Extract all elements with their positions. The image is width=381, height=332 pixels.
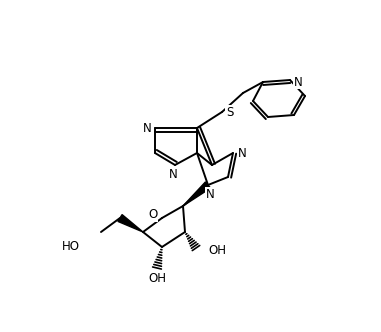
- Text: HO: HO: [62, 240, 80, 254]
- Text: N: N: [238, 146, 247, 159]
- Text: N: N: [169, 168, 178, 181]
- Text: N: N: [206, 188, 215, 201]
- Text: N: N: [142, 122, 151, 134]
- Polygon shape: [183, 182, 211, 206]
- Polygon shape: [118, 214, 143, 232]
- Text: OH: OH: [208, 243, 226, 257]
- Text: N: N: [294, 75, 303, 89]
- Text: OH: OH: [148, 272, 166, 285]
- Text: S: S: [226, 106, 234, 119]
- Text: O: O: [148, 208, 158, 221]
